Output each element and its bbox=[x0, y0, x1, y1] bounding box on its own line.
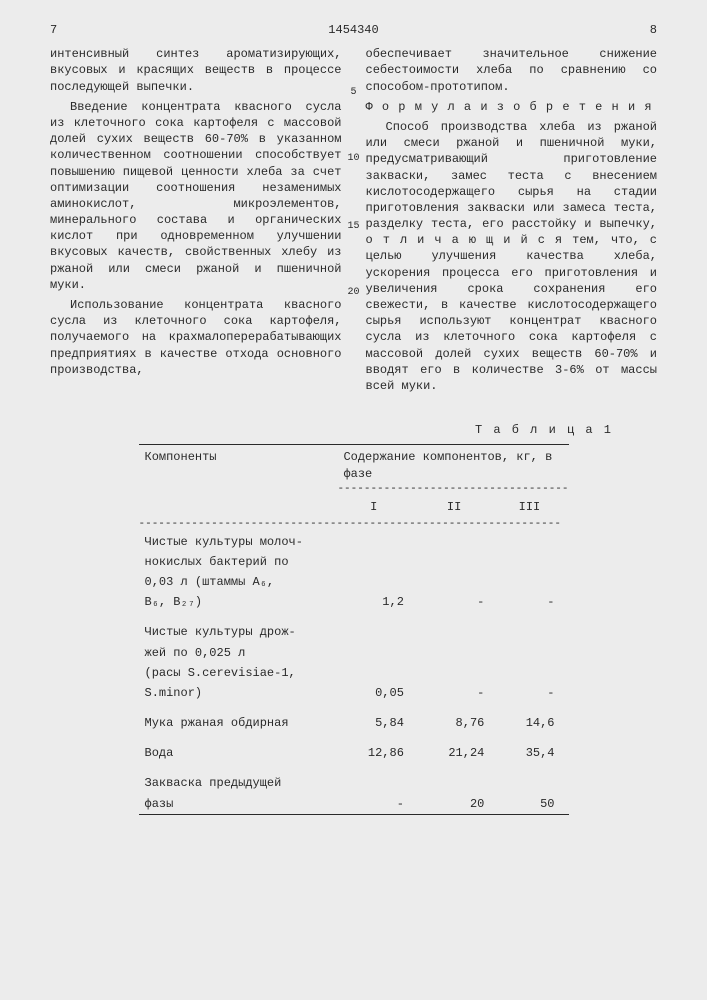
formula-heading: Ф о р м у л а и з о б р е т е н и я bbox=[366, 99, 658, 115]
table-cell-value: 14,6 bbox=[498, 713, 568, 733]
table-cell-value: - bbox=[337, 794, 417, 815]
page-number-right: 8 bbox=[650, 22, 657, 38]
table-cell-label: нокислых бактерий по bbox=[139, 552, 338, 572]
table-cell-label: Вода bbox=[139, 743, 338, 763]
table-row: Чистые культуры молоч- bbox=[139, 532, 569, 552]
table-cell-label: B₆, B₂₇) bbox=[139, 592, 338, 612]
paragraph: Использование концентрата квасно­го сусл… bbox=[50, 297, 342, 378]
table-header-content: Содержание компонентов, кг, в фазе bbox=[337, 447, 568, 481]
table-cell-value: - bbox=[498, 592, 568, 612]
table-cell-label: жей по 0,025 л bbox=[139, 643, 338, 663]
table-row: фазы-2050 bbox=[139, 794, 569, 815]
table-cell-label: фазы bbox=[139, 794, 338, 815]
table-cell-value: - bbox=[498, 683, 568, 703]
phase-label: I bbox=[337, 497, 417, 517]
table-row: нокислых бактерий по bbox=[139, 552, 569, 572]
table-title: Т а б л и ц а 1 bbox=[50, 422, 613, 438]
paragraph: Введение концентрата квасного сус­ла из … bbox=[50, 99, 342, 293]
table-cell-value: 5,84 bbox=[337, 713, 417, 733]
table-cell-value: 20 bbox=[418, 794, 498, 815]
margin-number: 10 bbox=[345, 152, 363, 166]
table-row: Мука ржаная обдирная5,848,7614,6 bbox=[139, 713, 569, 733]
table-cell-label: Чистые культуры дрож- bbox=[139, 622, 338, 642]
paragraph: обеспечивает значительное снижение себес… bbox=[366, 46, 658, 95]
table-cell-label: 0,03 л (штаммы A₆, bbox=[139, 572, 338, 592]
table-cell-value: - bbox=[418, 683, 498, 703]
margin-number: 5 bbox=[345, 86, 363, 100]
margin-number: 20 bbox=[345, 286, 363, 300]
document-number: 1454340 bbox=[328, 22, 378, 38]
components-table: Компоненты Содержание компонентов, кг, в… bbox=[139, 444, 569, 817]
page-header: 7 1454340 8 bbox=[50, 22, 657, 38]
table-cell-value: 8,76 bbox=[418, 713, 498, 733]
page: 7 1454340 8 5 10 15 20 интенсивный синте… bbox=[0, 0, 707, 857]
table-cell-value: 0,05 bbox=[337, 683, 417, 703]
table-cell-value: 1,2 bbox=[337, 592, 417, 612]
margin-number: 15 bbox=[345, 220, 363, 234]
table-cell-label: Чистые культуры молоч- bbox=[139, 532, 338, 552]
table-row: S.minor)0,05-- bbox=[139, 683, 569, 703]
page-number-left: 7 bbox=[50, 22, 57, 38]
table-row: жей по 0,025 л bbox=[139, 643, 569, 663]
table-cell-label: Мука ржаная обдирная bbox=[139, 713, 338, 733]
right-column: обеспечивает значительное снижение себес… bbox=[366, 46, 658, 398]
table-cell-value: 35,4 bbox=[498, 743, 568, 763]
table-row: (расы S.cerevisiae-1, bbox=[139, 663, 569, 683]
table-cell-value: 21,24 bbox=[418, 743, 498, 763]
paragraph: интенсивный синтез ароматизирующих, вкус… bbox=[50, 46, 342, 95]
table-row: Закваска предыдущей bbox=[139, 773, 569, 793]
table-cell-label: Закваска предыдущей bbox=[139, 773, 338, 793]
table-cell-label: S.minor) bbox=[139, 683, 338, 703]
table-cell-label: (расы S.cerevisiae-1, bbox=[139, 663, 338, 683]
paragraph: Способ производства хлеба из ржа­ной или… bbox=[366, 119, 658, 394]
phase-label: II bbox=[418, 497, 498, 517]
table-cell-value: - bbox=[418, 592, 498, 612]
table-row: Вода12,8621,2435,4 bbox=[139, 743, 569, 763]
table-row: 0,03 л (штаммы A₆, bbox=[139, 572, 569, 592]
table-header-components: Компоненты bbox=[139, 447, 338, 496]
left-column: интенсивный синтез ароматизирующих, вкус… bbox=[50, 46, 342, 398]
table-cell-value: 50 bbox=[498, 794, 568, 815]
table-cell-value: 12,86 bbox=[337, 743, 417, 763]
table-row: B₆, B₂₇)1,2-- bbox=[139, 592, 569, 612]
table-row: Чистые культуры дрож- bbox=[139, 622, 569, 642]
phase-label: III bbox=[498, 497, 568, 517]
